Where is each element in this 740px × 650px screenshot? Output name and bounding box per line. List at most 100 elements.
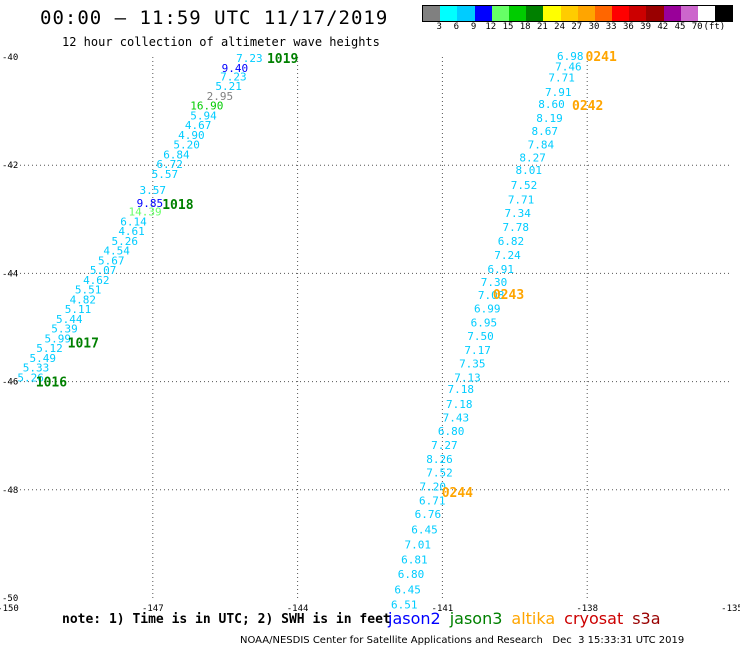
colorbar-label: 39 bbox=[640, 22, 652, 32]
swh-value-label: 7.30 bbox=[481, 276, 508, 289]
colorbar-swatch bbox=[474, 6, 492, 21]
colorbar-label: 45 bbox=[674, 22, 686, 32]
swh-value-label: 6.72 bbox=[156, 158, 183, 171]
colorbar-swatch bbox=[646, 6, 664, 21]
swh-value-label: 8.60 bbox=[538, 98, 565, 111]
swh-value-label: 8.19 bbox=[536, 112, 563, 125]
swh-value-label: 6.80 bbox=[398, 568, 425, 581]
swh-value-label: 6.91 bbox=[488, 263, 515, 276]
swh-value-label: 7.34 bbox=[504, 207, 531, 220]
colorbar-label: 24 bbox=[554, 22, 566, 32]
mission-jason3: jason3 bbox=[449, 609, 503, 628]
time-label: 0243 bbox=[493, 288, 524, 303]
colorbar-swatch bbox=[715, 6, 733, 21]
mission-altika: altika bbox=[511, 609, 556, 628]
swh-value-label: 6.45 bbox=[394, 583, 421, 596]
x-tick-label: -135 bbox=[721, 604, 740, 614]
swh-value-label: 6.84 bbox=[163, 148, 190, 161]
swh-value-label: 7.13 bbox=[454, 371, 481, 384]
colorbar-swatch bbox=[663, 6, 681, 21]
swh-value-label: 6.71 bbox=[419, 495, 446, 508]
colorbar-swatch bbox=[491, 6, 509, 21]
swh-value-label: 6.76 bbox=[415, 508, 442, 521]
swh-value-label: 8.27 bbox=[519, 152, 546, 165]
time-label: 1017 bbox=[68, 337, 99, 352]
swh-value-label: 6.95 bbox=[471, 317, 498, 330]
swh-value-label: 5.39 bbox=[51, 323, 78, 336]
swh-value-label: 5.12 bbox=[36, 342, 63, 355]
x-tick-label: -138 bbox=[576, 604, 598, 614]
swh-value-label: 2.95 bbox=[207, 90, 234, 103]
swh-value-label: 7.46 bbox=[555, 61, 582, 74]
swh-value-label: 6.98 bbox=[557, 50, 584, 63]
time-label: 1018 bbox=[162, 198, 193, 213]
swh-value-label: 5.26 bbox=[112, 235, 139, 248]
swh-value-label: 7.23 bbox=[236, 52, 263, 65]
swh-value-label: 4.82 bbox=[70, 293, 97, 306]
swh-value-label: 5.07 bbox=[90, 264, 117, 277]
swh-value-label: 5.57 bbox=[152, 168, 179, 181]
colorbar-label: 21 bbox=[536, 22, 548, 32]
y-tick-label: -50 bbox=[2, 594, 18, 604]
colorbar-swatch bbox=[508, 6, 527, 21]
colorbar-label: 6 bbox=[453, 22, 460, 32]
colorbar-swatch bbox=[594, 6, 613, 21]
colorbar-label: 9 bbox=[470, 22, 477, 32]
y-tick-label: -42 bbox=[2, 161, 18, 171]
swh-value-label: 7.91 bbox=[545, 86, 572, 99]
swh-value-label: 4.67 bbox=[185, 119, 212, 132]
time-label: 0242 bbox=[572, 99, 603, 114]
swh-value-label: 7.71 bbox=[508, 193, 535, 206]
time-label: 0241 bbox=[586, 50, 617, 65]
swh-value-label: 4.61 bbox=[118, 225, 145, 238]
swh-value-label: 9.40 bbox=[222, 62, 249, 75]
swh-value-label: 7.50 bbox=[467, 330, 494, 343]
mission-jason2: jason2 bbox=[388, 609, 441, 628]
colorbar-label: 27 bbox=[571, 22, 583, 32]
colorbar-swatch bbox=[543, 6, 561, 21]
swh-value-label: 7.18 bbox=[447, 383, 474, 396]
y-tick-label: -44 bbox=[2, 269, 18, 279]
swh-value-label: 7.71 bbox=[548, 72, 575, 85]
swh-value-label: 7.84 bbox=[528, 139, 555, 152]
swh-value-label: 6.82 bbox=[498, 235, 525, 248]
chart-title: 00:00 – 11:59 UTC 11/17/2019 bbox=[40, 7, 389, 29]
colorbar-swatch bbox=[440, 6, 458, 21]
colorbar-label: 36 bbox=[622, 22, 634, 32]
mission-cryosat: cryosat bbox=[564, 609, 624, 628]
swh-value-label: 7.17 bbox=[464, 344, 491, 357]
swh-value-label: 5.94 bbox=[190, 109, 217, 122]
swh-value-label: 5.26 bbox=[17, 371, 44, 384]
colorbar-swatch bbox=[423, 6, 441, 21]
swh-value-label: 5.21 bbox=[215, 80, 242, 93]
swh-value-label: 8.67 bbox=[531, 125, 558, 138]
swh-colorbar bbox=[422, 5, 734, 22]
chart-subtitle: 12 hour collection of altimeter wave hei… bbox=[62, 35, 380, 49]
time-label: 1019 bbox=[267, 52, 298, 67]
x-tick-label: -150 bbox=[0, 604, 19, 614]
swh-value-label: 4.54 bbox=[103, 245, 130, 258]
units-note: note: 1) Time is in UTC; 2) SWH is in fe… bbox=[62, 612, 391, 627]
swh-value-label: 7.52 bbox=[511, 179, 538, 192]
colorbar-swatch bbox=[560, 6, 578, 21]
y-tick-label: -46 bbox=[2, 378, 18, 388]
swh-value-label: 5.49 bbox=[30, 352, 57, 365]
swh-value-label: 7.01 bbox=[405, 538, 432, 551]
swh-value-label: 7.23 bbox=[220, 70, 247, 83]
swh-value-label: 6.45 bbox=[411, 523, 438, 536]
colorbar-label: 12 bbox=[485, 22, 497, 32]
colorbar-swatch bbox=[698, 6, 716, 21]
swh-value-label: 7.20 bbox=[419, 481, 446, 494]
swh-value-label: 7.43 bbox=[443, 411, 470, 424]
swh-value-label: 7.27 bbox=[431, 439, 458, 452]
swh-value-label: 7.35 bbox=[459, 358, 486, 371]
time-label: 1016 bbox=[36, 376, 67, 391]
colorbar-swatch bbox=[629, 6, 647, 21]
colorbar-swatch bbox=[612, 6, 630, 21]
swh-value-label: 5.20 bbox=[173, 139, 200, 152]
colorbar-label: 15 bbox=[502, 22, 514, 32]
x-tick-label: -144 bbox=[287, 604, 309, 614]
swh-value-label: 14.39 bbox=[129, 206, 162, 219]
colorbar-label: 70 bbox=[691, 22, 703, 32]
